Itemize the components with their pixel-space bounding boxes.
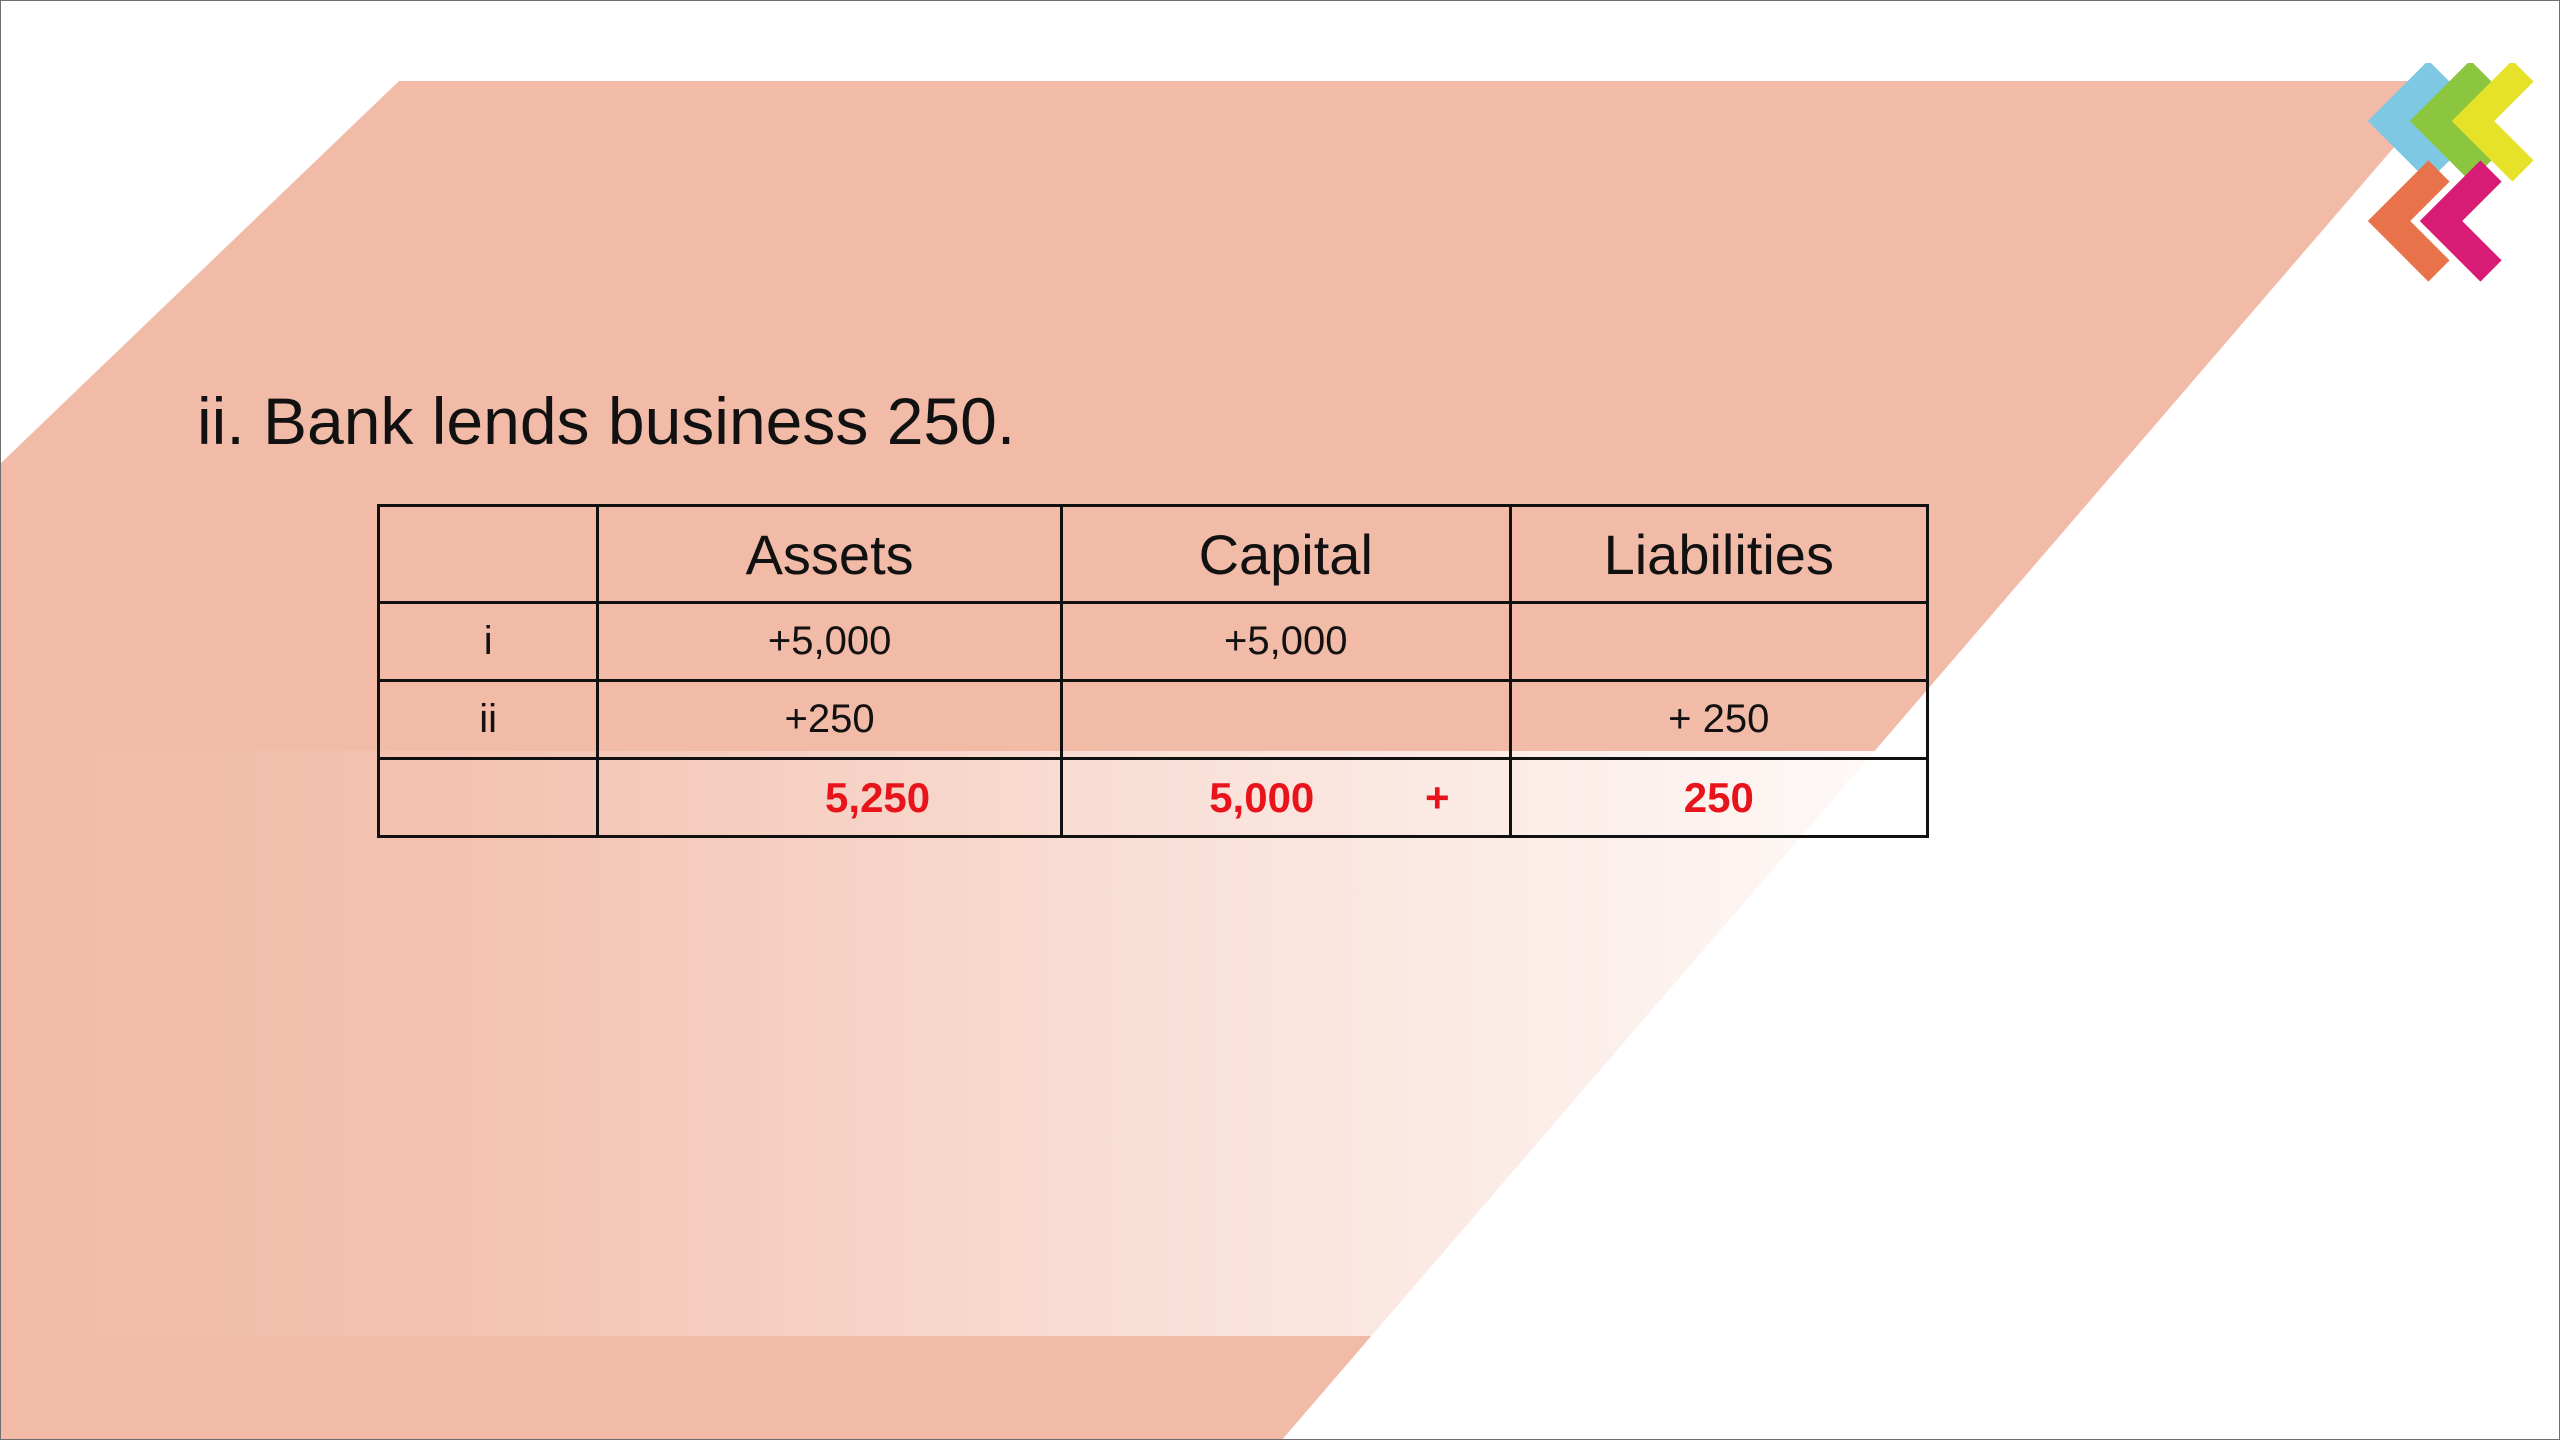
total-liabilities: 250 xyxy=(1683,773,1754,821)
capital-cell xyxy=(1059,679,1512,760)
header-assets: Assets xyxy=(596,504,1063,604)
total-assets-cell: 5,250 xyxy=(596,757,1063,838)
total-capital: 5,000 xyxy=(1209,773,1315,821)
page-title: ii. Bank lends business 250. xyxy=(197,384,1016,458)
totals-label xyxy=(376,757,600,838)
row-label: i xyxy=(376,601,600,682)
accounting-equation-table: Assets Capital Liabilities i +5,000 +5,0… xyxy=(376,504,1930,838)
header-capital: Capital xyxy=(1059,504,1512,604)
total-capital-cell: 5,000 + xyxy=(1059,757,1512,838)
table-header-row: Assets Capital Liabilities xyxy=(376,504,1930,604)
table-row: i +5,000 +5,000 xyxy=(376,601,1930,682)
plus-operator: + xyxy=(1424,773,1450,821)
totals-row: 5,250 5,000 + 250 xyxy=(376,757,1930,838)
capital-cell: +5,000 xyxy=(1059,601,1512,682)
total-assets: 5,250 xyxy=(825,773,931,821)
chevron-logo-icon xyxy=(2367,63,2534,282)
assets-cell: +250 xyxy=(596,679,1063,760)
header-liabilities: Liabilities xyxy=(1508,504,1930,604)
liabilities-cell: + 250 xyxy=(1508,679,1930,760)
assets-cell: +5,000 xyxy=(596,601,1063,682)
table-row: ii +250 + 250 xyxy=(376,679,1930,760)
header-blank xyxy=(376,504,600,604)
row-label: ii xyxy=(376,679,600,760)
liabilities-cell xyxy=(1508,601,1930,682)
total-liabilities-cell: 250 xyxy=(1508,757,1930,838)
